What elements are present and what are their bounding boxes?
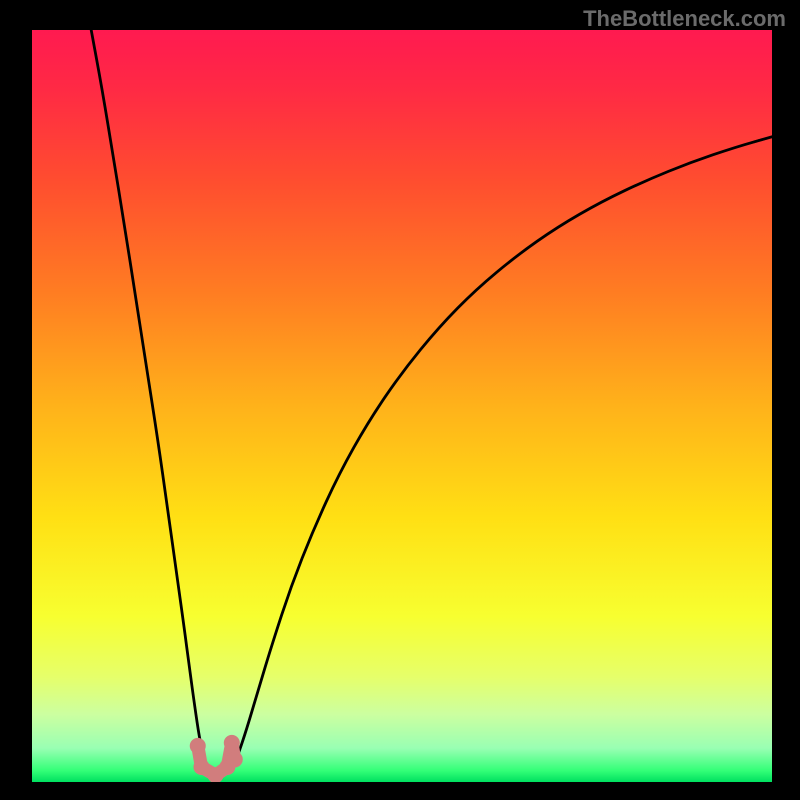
min-marker [227, 751, 243, 767]
min-marker [190, 738, 206, 754]
min-marker [193, 759, 209, 775]
chart-svg [0, 0, 800, 800]
min-marker [224, 735, 240, 751]
chart-container: TheBottleneck.com [0, 0, 800, 800]
plot-background [32, 30, 772, 782]
